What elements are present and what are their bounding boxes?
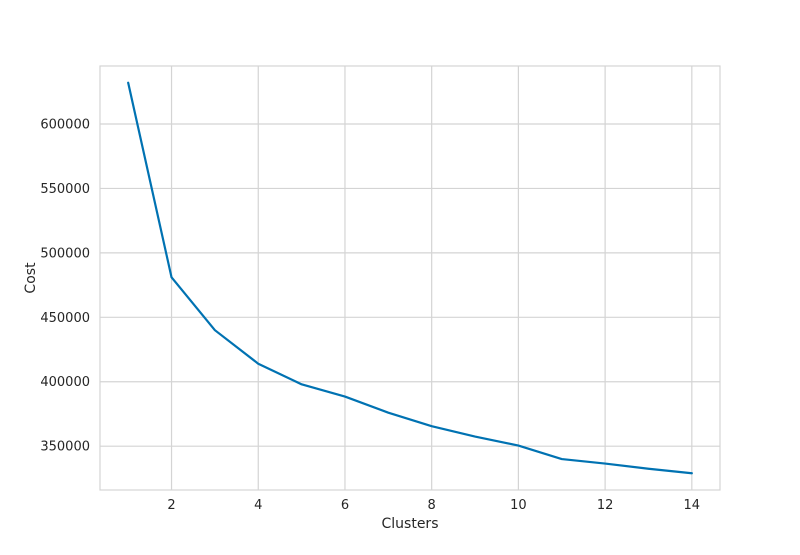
x-tick-label: 6 [341,498,349,513]
x-tick-label: 2 [167,498,175,513]
y-tick-label: 550000 [40,182,90,197]
x-tick-label: 12 [597,498,614,513]
series-layer [127,81,693,475]
y-tick-label: 500000 [40,246,90,261]
x-tick-label: 10 [510,498,527,513]
plot-frame [99,65,721,491]
x-axis-label: Clusters [382,516,439,532]
y-tick-label: 400000 [40,375,90,390]
x-tick-label: 4 [254,498,262,513]
y-axis-label: Cost [23,262,39,294]
tick-labels: 2 4 6 8 10 12 14 350000 400000 450000 500000 550000… [40,117,700,513]
grid-lines [100,66,720,490]
x-tick-label: 8 [428,498,436,513]
y-tick-label: 600000 [40,117,90,132]
y-tick-label: 450000 [40,311,90,326]
x-tick-label: 14 [684,498,701,513]
y-tick-label: 350000 [40,440,90,455]
series-line [127,81,693,475]
